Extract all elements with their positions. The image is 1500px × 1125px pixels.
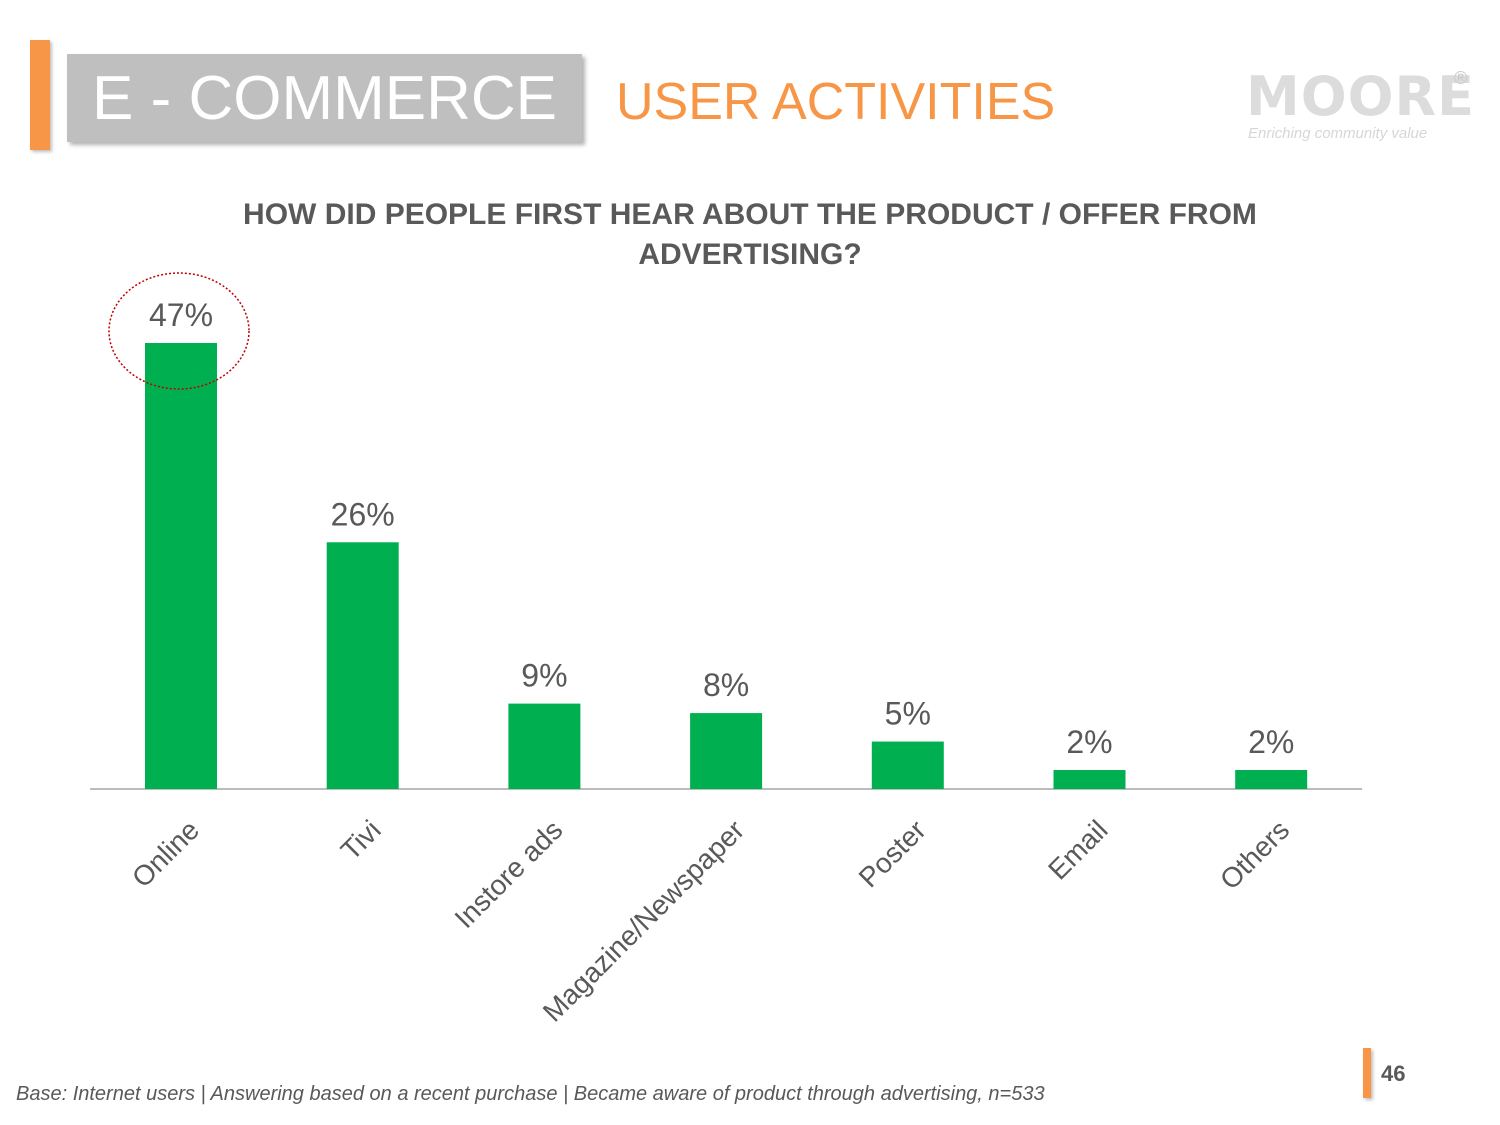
header-accent-bar: [30, 40, 50, 150]
bar-tivi: [326, 542, 399, 789]
data-label: 9%: [521, 658, 567, 694]
data-label: 2%: [1248, 724, 1294, 760]
x-tick-label: Others: [1214, 814, 1295, 895]
logo-tagline: Enriching community value: [1248, 125, 1428, 142]
x-tick-label: Email: [1042, 814, 1113, 885]
bar-email: [1053, 770, 1126, 789]
data-label: 47%: [149, 297, 213, 333]
page-number-accent-bar: [1363, 1048, 1371, 1098]
data-label: 5%: [885, 696, 931, 732]
logo-registered-mark: ®: [1454, 68, 1468, 88]
data-label: 8%: [703, 667, 749, 703]
footnote: Base: Internet users | Answering based o…: [16, 1083, 1045, 1105]
section-title: E - COMMERCE: [92, 63, 557, 133]
data-label: 26%: [331, 496, 395, 532]
x-tick-label: Online: [126, 814, 205, 893]
bar-online: [145, 343, 217, 789]
brand-logo: MOORE ® Enriching community value: [1246, 65, 1476, 150]
bar-magazine-newspaper: [690, 713, 763, 789]
x-tick-label: Tivi: [335, 814, 387, 866]
bar-poster: [871, 741, 944, 789]
x-tick-label: Poster: [853, 814, 932, 893]
x-tick-label: Magazine/Newspaper: [537, 814, 750, 1027]
page-number: 46: [1381, 1061, 1406, 1086]
data-label: 2%: [1066, 724, 1112, 760]
bar-instore-ads: [508, 703, 581, 789]
chart-title: HOW DID PEOPLE FIRST HEAR ABOUT THE PROD…: [243, 198, 1257, 271]
x-tick-label: Instore ads: [449, 814, 569, 934]
section-subtitle: USER ACTIVITIES: [616, 73, 1056, 131]
logo-wordmark: MOORE: [1246, 65, 1476, 128]
bar-others: [1235, 770, 1308, 789]
section-title-box: E - COMMERCE: [67, 54, 582, 142]
highlight-circle: [108, 272, 250, 390]
